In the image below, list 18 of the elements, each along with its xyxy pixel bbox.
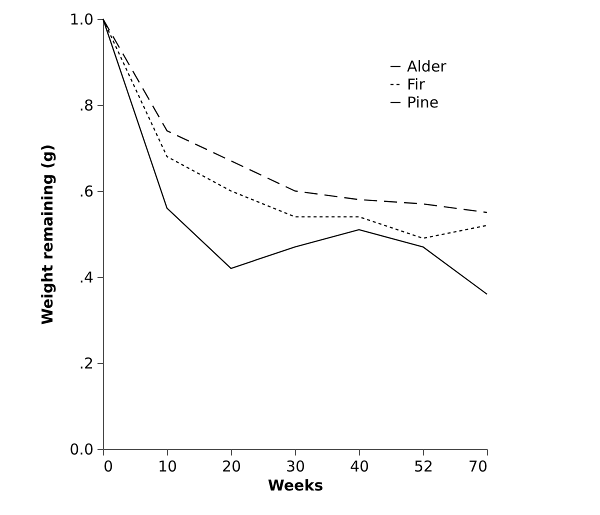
x-axis-title: Weeks [268,476,324,494]
x-tick-label: 10 [158,458,178,476]
x-tick-label: 30 [286,458,306,476]
y-axis-title: Weight remaining (g) [38,144,57,325]
y-tick-label: 1.0 [70,10,94,28]
x-tick-label: 52 [414,458,434,476]
legend-label: Fir [407,76,426,94]
y-tick-label: 0.0 [70,440,94,458]
y-tick-label: .6 [79,182,94,200]
y-tick-label: .4 [79,268,94,286]
x-tick-label: 40 [350,458,370,476]
legend-label: Alder [407,58,448,76]
x-tick-label: 0 [104,458,114,476]
x-tick-label: 20 [222,458,242,476]
y-tick-label: .8 [79,96,94,114]
y-tick-label: .2 [79,354,94,372]
x-tick-label: 70 [468,458,488,476]
legend-label: Pine [407,94,439,112]
